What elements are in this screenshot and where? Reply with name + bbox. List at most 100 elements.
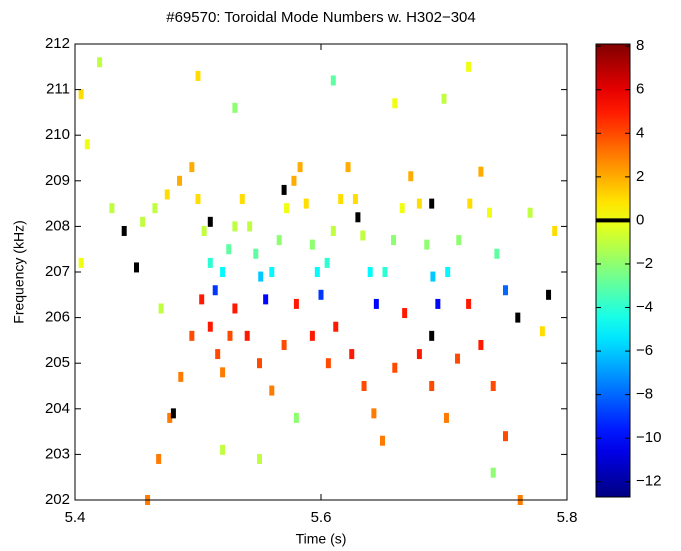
data-point	[371, 408, 377, 419]
data-point	[443, 412, 449, 423]
x-tick-label: 5.6	[311, 509, 332, 526]
data-point	[392, 98, 398, 109]
data-point	[416, 198, 422, 209]
data-point	[293, 412, 299, 423]
data-point	[373, 298, 379, 309]
data-point	[156, 453, 162, 464]
data-point	[84, 139, 90, 150]
data-point	[140, 216, 146, 227]
y-tick-label: 203	[45, 445, 70, 462]
data-point	[391, 235, 397, 246]
data-point	[345, 162, 351, 173]
data-point	[158, 303, 164, 314]
y-tick-label: 206	[45, 309, 70, 326]
data-point	[220, 267, 226, 277]
data-point	[466, 61, 472, 72]
chart-title: #69570: Toroidal Mode Numbers w. H302−30…	[166, 9, 476, 26]
data-point	[227, 330, 233, 341]
data-point	[352, 194, 358, 205]
data-point	[121, 225, 127, 236]
data-point	[367, 267, 373, 277]
data-point	[97, 57, 103, 68]
y-tick-label: 212	[45, 35, 70, 52]
data-point	[253, 248, 259, 259]
x-tick-label: 5.4	[65, 509, 86, 526]
y-axis-label: Frequency (kHz)	[11, 220, 27, 323]
data-point	[349, 349, 355, 360]
data-point	[281, 184, 287, 195]
data-point	[215, 349, 221, 360]
colorbar-tick-label: −8	[636, 386, 653, 403]
data-point	[309, 330, 315, 341]
data-point	[487, 207, 493, 218]
data-point	[503, 431, 508, 442]
data-point	[478, 166, 484, 177]
colorbar	[595, 43, 631, 498]
data-point	[435, 298, 441, 309]
colorbar-tick-label: −10	[636, 429, 661, 446]
y-tick-label: 202	[45, 491, 70, 508]
plot-frame	[74, 43, 568, 501]
data-point	[309, 239, 315, 250]
data-point	[429, 381, 435, 391]
colorbar-tick-label: −4	[636, 298, 653, 315]
data-point	[78, 257, 84, 268]
data-point	[546, 289, 552, 300]
data-point	[195, 194, 201, 205]
colorbar-tick-label: −6	[636, 342, 653, 359]
colorbar-tick-label: −2	[636, 255, 653, 272]
data-point	[263, 294, 269, 305]
data-point	[220, 367, 226, 378]
data-point	[134, 262, 139, 273]
data-point	[269, 385, 275, 396]
data-point	[195, 70, 201, 81]
data-point	[552, 225, 558, 236]
data-point	[399, 203, 405, 214]
y-tick-label: 211	[46, 81, 70, 98]
data-point	[455, 353, 461, 364]
data-point	[429, 330, 435, 341]
colorbar-tick-label: 0	[636, 211, 644, 228]
data-point	[167, 412, 173, 423]
data-point	[324, 257, 330, 268]
data-point	[257, 358, 262, 369]
data-point	[164, 189, 170, 200]
data-point	[467, 198, 473, 209]
x-tick-label: 5.8	[557, 509, 578, 526]
data-point	[244, 330, 250, 341]
data-point	[360, 230, 366, 241]
y-tick-label: 205	[45, 354, 70, 371]
data-point	[424, 239, 430, 250]
colorbar-tick-label: 6	[636, 81, 644, 98]
data-point	[380, 435, 385, 446]
data-point	[478, 339, 484, 350]
y-tick-label: 208	[45, 217, 70, 234]
data-point	[78, 89, 84, 100]
data-point	[382, 267, 388, 277]
data-point	[281, 339, 287, 350]
data-point	[515, 312, 521, 323]
data-point	[257, 453, 262, 464]
colorbar-tick-label: −12	[636, 473, 661, 490]
data-point	[269, 267, 275, 277]
data-point	[189, 162, 195, 173]
data-point	[325, 358, 331, 369]
data-point	[177, 175, 183, 186]
data-point	[199, 294, 205, 305]
data-point	[276, 235, 282, 246]
data-point	[258, 271, 264, 282]
x-axis-label: Time (s)	[296, 531, 347, 547]
data-point	[429, 198, 435, 209]
data-point	[333, 321, 339, 332]
y-tick-label: 210	[45, 126, 70, 143]
data-point	[207, 216, 213, 227]
data-point	[361, 381, 367, 391]
y-tick-label: 209	[45, 172, 70, 189]
data-point	[220, 444, 226, 455]
data-point	[232, 102, 238, 113]
data-point	[226, 244, 232, 255]
colorbar-tick-label: 2	[636, 168, 644, 185]
data-point	[232, 303, 238, 314]
data-point	[416, 349, 422, 360]
